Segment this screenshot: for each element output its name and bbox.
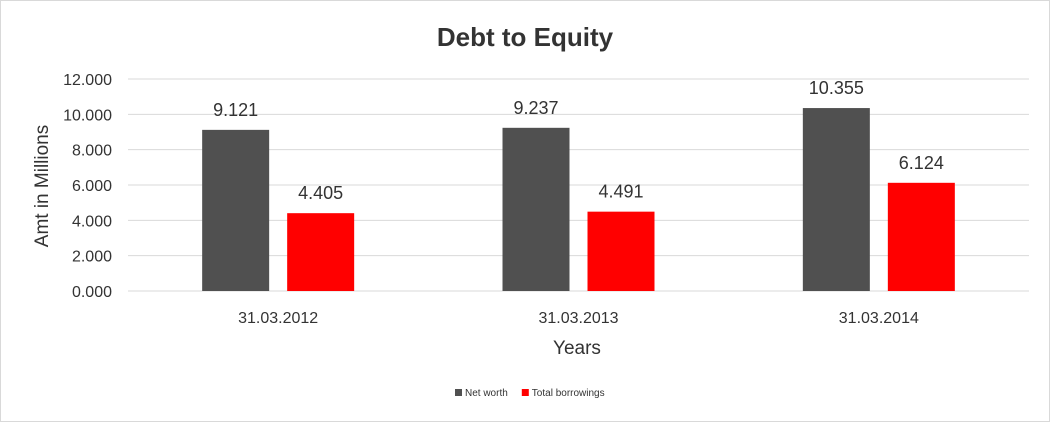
x-axis-title: Years [553, 338, 601, 359]
y-tick-label: 0.000 [72, 284, 112, 301]
data-label: 4.405 [298, 183, 343, 203]
bar [587, 211, 655, 291]
legend-swatch [455, 389, 462, 396]
legend-label: Net worth [465, 388, 508, 399]
bars [202, 108, 955, 291]
x-tick-label: 31.03.2013 [538, 310, 618, 327]
y-tick-label: 10.000 [63, 107, 112, 124]
x-tick-label: 31.03.2012 [238, 310, 318, 327]
gridlines [128, 78, 1029, 292]
legend: Net worth Total borrowings [455, 388, 605, 399]
bar [287, 213, 355, 291]
y-axis-ticks: 0.000 2.000 4.000 6.000 8.000 10.000 12.000 [63, 72, 112, 301]
data-label: 9.237 [513, 98, 558, 118]
data-labels: 9.121 4.405 9.237 4.491 10.355 6.124 [213, 78, 944, 203]
y-axis-title: Amt in Millions [32, 125, 53, 247]
bar [202, 129, 270, 291]
data-label: 10.355 [809, 78, 864, 98]
y-tick-label: 8.000 [72, 143, 112, 160]
x-tick-label: 31.03.2014 [839, 310, 919, 327]
y-tick-label: 2.000 [72, 249, 112, 266]
y-tick-label: 4.000 [72, 213, 112, 230]
legend-swatch [521, 389, 529, 396]
legend-label: Total borrowings [532, 388, 605, 399]
data-label: 6.124 [899, 153, 944, 173]
data-label: 4.491 [598, 182, 643, 202]
y-tick-label: 12.000 [63, 72, 112, 89]
bar [802, 108, 870, 291]
y-tick-label: 6.000 [72, 178, 112, 195]
bar [502, 127, 570, 291]
chart-title: Debt to Equity [437, 22, 614, 52]
x-axis-ticks: 31.03.2012 31.03.2013 31.03.2014 [238, 310, 919, 327]
data-label: 9.121 [213, 100, 258, 120]
bar [887, 182, 955, 291]
